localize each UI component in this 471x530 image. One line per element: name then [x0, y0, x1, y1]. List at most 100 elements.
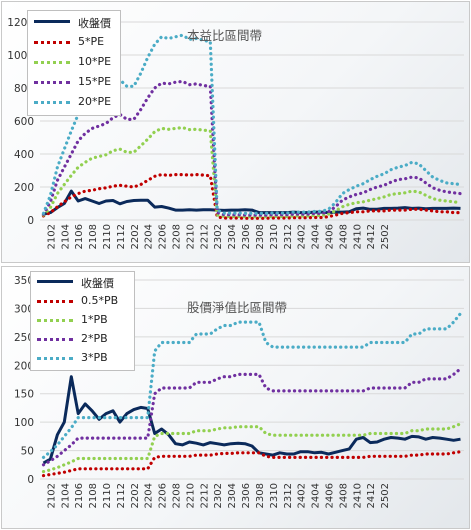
series-line-1	[41, 450, 463, 478]
x-tick-label: 2104	[60, 483, 71, 508]
x-tick-label: 2112	[116, 483, 127, 508]
legend-label: 收盤價	[81, 277, 114, 290]
x-tick-label: 2308	[255, 224, 266, 249]
y-tick-label: 150	[14, 389, 34, 401]
x-tick-label: 2110	[102, 483, 113, 508]
legend-swatch	[34, 101, 70, 104]
legend-label: 1*PB	[81, 313, 108, 326]
x-tick-label: 2310	[269, 224, 280, 249]
y-tick-label: 0	[27, 215, 34, 227]
pb-band-chart-panel: 0 50 100 150 200 250 300 350 2102 2104 2106 2108 211…	[1, 266, 470, 529]
x-tick-label: 2302	[213, 483, 224, 508]
series-line-2	[41, 125, 463, 219]
legend-label: 5*PE	[78, 35, 105, 48]
legend-label: 15*PE	[78, 75, 112, 88]
legend-item-1pb: 1*PB	[31, 310, 134, 330]
pe-band-chart-panel: 0 200 400 600 800 1000 1200 2102 2104 2106 2108 211…	[1, 1, 470, 263]
legend-swatch	[34, 61, 70, 64]
x-tick-label: 2312	[283, 483, 294, 508]
x-tick-label: 2102	[46, 224, 57, 249]
legend-item-05pb: 0.5*PB	[31, 291, 134, 311]
x-tick-label: 2306	[241, 483, 252, 508]
x-tick-label: 2402	[297, 224, 308, 249]
legend-item-3pb: 3*PB	[31, 348, 134, 368]
legend-label: 3*PB	[81, 351, 108, 364]
legend-item-2pb: 2*PB	[31, 329, 134, 349]
series-line-2	[41, 422, 463, 474]
x-tick-label: 2302	[213, 224, 224, 249]
legend-swatch	[37, 300, 73, 303]
x-tick-label: 2208	[172, 483, 183, 508]
x-tick-label: 2408	[338, 483, 349, 508]
y-tick-label: 350	[14, 275, 34, 287]
x-tick-label: 2304	[227, 483, 238, 508]
x-tick-label: 2106	[74, 224, 85, 249]
legend-swatch	[37, 357, 73, 360]
legend-item-15pe: 15*PE	[28, 72, 120, 92]
x-tick-label: 2210	[185, 483, 196, 508]
x-tick-label: 2408	[338, 224, 349, 249]
x-tick-label: 2102	[46, 483, 57, 508]
x-tick-label: 2304	[227, 224, 238, 249]
x-tick-label: 2502	[380, 224, 391, 249]
legend-item-20pe: 20*PE	[28, 92, 120, 112]
y-tick-label: 250	[14, 332, 34, 344]
y-tick-label: 600	[14, 116, 34, 128]
x-tick-label: 2206	[158, 224, 169, 249]
y-tick-label: 50	[21, 446, 34, 458]
x-tick-label: 2204	[144, 224, 155, 249]
x-tick-label: 2404	[311, 483, 322, 508]
legend-swatch	[34, 81, 70, 84]
legend-label: 0.5*PB	[81, 294, 119, 307]
legend-item-10pe: 10*PE	[28, 52, 120, 72]
legend-swatch	[34, 41, 70, 44]
y-tick-label: 300	[14, 303, 34, 315]
x-tick-label: 2410	[352, 224, 363, 249]
x-tick-label: 2208	[172, 224, 183, 249]
x-tick-label: 2310	[269, 483, 280, 508]
legend-swatch	[37, 280, 73, 283]
x-tick-label: 2410	[352, 483, 363, 508]
series-line-3	[41, 367, 463, 467]
x-tick-label: 2406	[324, 483, 335, 508]
x-tick-label: 2204	[144, 483, 155, 508]
pe-band-legend: 收盤價 5*PE 10*PE 15*PE 20*PE	[27, 10, 121, 116]
x-tick-label: 2212	[199, 224, 210, 249]
x-tick-label: 2104	[60, 224, 71, 249]
series-line-4	[41, 311, 463, 459]
x-tick-label: 2112	[116, 224, 127, 249]
x-tick-label: 2312	[283, 224, 294, 249]
chart-title: 本益比區間帶	[187, 28, 262, 43]
y-tick-label: 100	[14, 417, 34, 429]
x-tick-label: 2404	[311, 224, 322, 249]
x-tick-label: 2110	[102, 224, 113, 249]
x-tick-label: 2106	[74, 483, 85, 508]
x-tick-label: 2502	[380, 483, 391, 508]
legend-item-5pe: 5*PE	[28, 32, 120, 52]
x-tick-label: 2202	[130, 224, 141, 249]
x-tick-label: 2412	[366, 224, 377, 249]
x-tick-label: 2108	[88, 224, 99, 249]
legend-item-close-price: 收盤價	[31, 272, 134, 292]
legend-label: 10*PE	[78, 55, 112, 68]
legend-label: 收盤價	[78, 17, 111, 30]
chart-title: 股價淨值比區間帶	[187, 300, 287, 315]
x-tick-label: 2402	[297, 483, 308, 508]
legend-swatch	[37, 338, 73, 341]
legend-label: 2*PB	[81, 332, 108, 345]
x-tick-label: 2308	[255, 483, 266, 508]
legend-swatch	[34, 20, 70, 23]
legend-swatch	[37, 319, 73, 322]
x-tick-label: 2108	[88, 483, 99, 508]
series-line-1	[41, 173, 463, 220]
x-tick-label: 2212	[199, 483, 210, 508]
series-line-3	[41, 79, 463, 217]
x-tick-label: 2306	[241, 224, 252, 249]
legend-label: 20*PE	[78, 95, 112, 108]
y-tick-label: 0	[27, 474, 34, 486]
legend-item-close-price: 收盤價	[28, 12, 120, 32]
y-tick-label: 400	[14, 149, 34, 161]
pb-band-legend: 收盤價 0.5*PB 1*PB 2*PB 3*PB	[30, 271, 135, 371]
x-tick-label: 2406	[324, 224, 335, 249]
